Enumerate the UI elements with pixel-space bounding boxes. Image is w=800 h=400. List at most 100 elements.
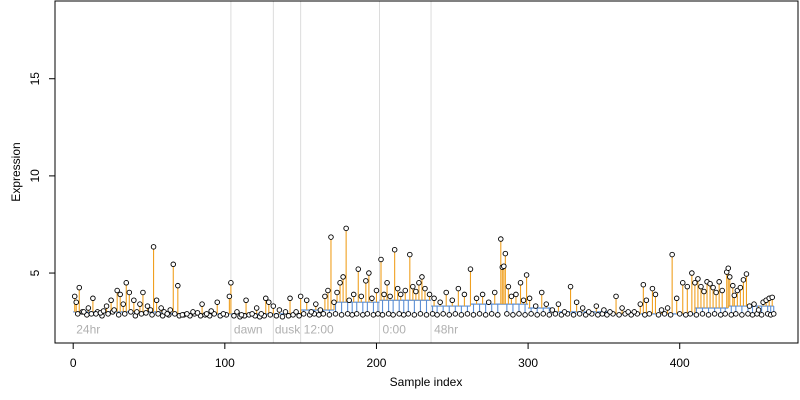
data-point <box>452 311 459 317</box>
data-point <box>199 301 205 307</box>
data-point <box>320 311 327 317</box>
data-point <box>516 311 522 317</box>
data-point <box>573 299 580 305</box>
data-point <box>417 311 424 317</box>
data-point <box>526 295 533 302</box>
data-point <box>258 311 264 317</box>
data-point <box>455 285 462 292</box>
data-point <box>350 291 357 298</box>
data-point <box>325 287 331 294</box>
data-point <box>743 271 750 277</box>
data-point <box>593 303 600 309</box>
segment-label: 48hr <box>434 322 458 336</box>
data-point <box>402 287 409 294</box>
data-point <box>695 276 701 282</box>
data-point <box>249 311 255 317</box>
data-point <box>385 311 392 317</box>
data-point <box>279 314 286 320</box>
data-point <box>538 289 545 296</box>
data-point <box>749 312 756 318</box>
data-point <box>491 289 498 296</box>
segment-label: 12:00 <box>304 322 334 336</box>
data-point <box>461 291 468 298</box>
data-point <box>555 301 562 307</box>
data-point <box>458 312 465 318</box>
data-point <box>355 266 362 272</box>
data-point <box>755 307 762 313</box>
data-point <box>733 311 739 317</box>
data-point <box>394 285 401 292</box>
data-point <box>317 307 324 313</box>
data-point <box>502 250 509 257</box>
data-point <box>134 309 140 315</box>
data-point <box>737 284 744 291</box>
data-point <box>434 312 440 318</box>
data-point <box>567 283 574 290</box>
data-point <box>652 291 659 298</box>
data-point <box>170 261 177 268</box>
data-point <box>344 311 351 317</box>
data-point <box>410 283 416 290</box>
data-point <box>131 297 137 304</box>
data-point <box>238 312 245 318</box>
data-point <box>676 311 683 317</box>
data-point <box>331 299 337 305</box>
data-point <box>522 312 528 318</box>
data-point <box>214 299 220 305</box>
data-point <box>649 285 656 292</box>
data-point <box>405 311 412 317</box>
data-point <box>717 312 724 318</box>
data-point <box>725 265 731 271</box>
data-point <box>172 311 178 317</box>
data-point <box>358 293 365 300</box>
data-point <box>228 280 234 286</box>
data-point <box>646 311 653 317</box>
data-point <box>485 299 492 305</box>
data-point <box>105 311 111 317</box>
data-point <box>464 311 471 317</box>
data-point <box>437 299 443 305</box>
data-point <box>167 307 173 313</box>
data-point <box>117 291 123 298</box>
data-point <box>431 295 437 302</box>
data-point <box>570 312 577 318</box>
data-point <box>296 313 302 319</box>
data-point <box>303 297 310 304</box>
data-point <box>495 312 501 318</box>
data-point <box>613 293 619 300</box>
data-point <box>90 295 96 302</box>
data-point <box>308 309 315 315</box>
data-point <box>150 244 157 250</box>
data-point <box>625 309 631 315</box>
x-tick-label: 300 <box>518 356 538 370</box>
segment-label: 0:00 <box>383 322 407 336</box>
data-point <box>396 311 402 317</box>
data-point <box>103 303 110 309</box>
data-point <box>579 305 586 311</box>
segment-labels: 24hr dawn dusk 12:00 0:00 48hr <box>76 322 458 336</box>
data-point <box>370 312 377 318</box>
data-point <box>479 291 486 298</box>
data-point <box>498 236 504 242</box>
data-point <box>378 256 384 263</box>
data-point <box>745 311 751 317</box>
data-point <box>373 287 380 294</box>
data-point <box>746 303 753 309</box>
data-point <box>769 294 775 301</box>
data-point <box>100 308 107 314</box>
data-point <box>128 309 134 315</box>
data-point <box>126 289 133 296</box>
data-point <box>693 312 700 318</box>
data-point <box>710 284 716 291</box>
data-point <box>300 311 307 317</box>
data-point <box>346 297 352 304</box>
data-point <box>282 309 289 315</box>
data-point <box>384 280 390 286</box>
data-point <box>517 280 524 286</box>
data-point <box>719 287 725 294</box>
data-point <box>683 312 689 318</box>
data-point <box>680 280 686 286</box>
data-point <box>426 291 433 298</box>
data-point <box>422 285 428 292</box>
